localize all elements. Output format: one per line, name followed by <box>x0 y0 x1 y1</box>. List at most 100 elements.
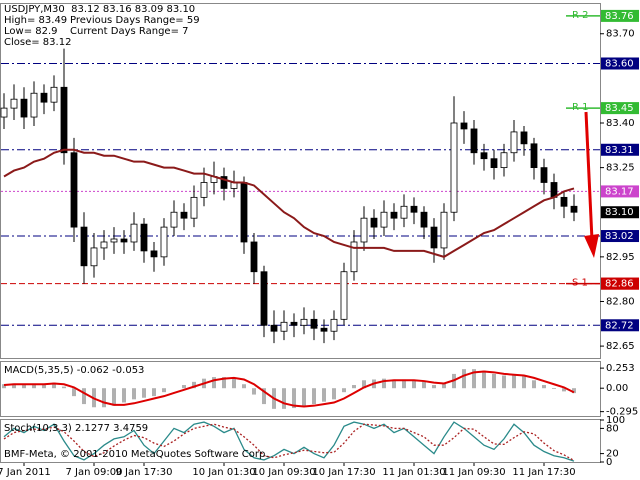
stoch-line <box>3 423 575 462</box>
macd-bar <box>162 388 166 393</box>
macd-bar <box>352 385 356 389</box>
macd-bar <box>572 388 576 394</box>
macd-bar <box>512 374 516 389</box>
macd-panel <box>0 361 601 417</box>
copyright: BMF-Meta, © 2001-2010 MetaQuotes Softwar… <box>4 449 269 460</box>
info-line: Close= 83.12 <box>4 37 71 48</box>
y-tick-label: 83.40 <box>606 118 635 129</box>
y-tick-label: 82.80 <box>606 296 635 307</box>
macd-bar <box>232 377 236 389</box>
x-tick-label: 10 Jan 09:30 <box>252 467 315 478</box>
macd-bar <box>482 370 486 389</box>
price-box-label: 83.02 <box>605 231 634 242</box>
macd-bar <box>132 388 136 400</box>
candle-body <box>310 318 318 329</box>
candle-body <box>410 205 418 213</box>
candle-body <box>380 211 388 228</box>
candle-body <box>90 247 98 267</box>
candle-body <box>420 211 428 228</box>
macd-bar <box>192 381 196 389</box>
price-box-label: 83.10 <box>605 207 634 218</box>
macd-bar <box>522 376 526 389</box>
candle-body <box>430 226 438 249</box>
price-box-bg <box>601 102 639 115</box>
macd-bar <box>322 388 326 402</box>
x-tick-label: 11 Jan 01:30 <box>382 467 445 478</box>
candle-body <box>30 92 38 118</box>
arrow-head <box>584 234 599 258</box>
macd-bar <box>432 385 436 389</box>
price-box-label: 83.76 <box>605 11 634 22</box>
info-line: High= 83.49 <box>4 15 67 26</box>
candle-body <box>490 158 498 169</box>
pivot-name: R 2 <box>572 10 589 21</box>
price-box-bg <box>601 277 639 290</box>
candle-body <box>290 321 298 326</box>
x-tick-label: 9 Jan 17:30 <box>116 467 173 478</box>
macd-bar <box>52 382 56 389</box>
stoch-panel <box>0 419 601 463</box>
candle-body <box>560 196 568 207</box>
y-tick-label: 0.00 <box>606 383 628 394</box>
macd-bar <box>82 388 86 405</box>
x-tick-label: 10 Jan 17:30 <box>312 467 375 478</box>
macd-bar <box>62 386 66 389</box>
candle-body <box>60 86 68 154</box>
arrow <box>584 111 594 241</box>
candle-body <box>120 238 128 243</box>
y-tick-label: 20 <box>606 449 619 460</box>
x-tick-label: 11 Jan 17:30 <box>512 467 575 478</box>
candle-body <box>130 223 138 243</box>
price-box-bg <box>601 319 639 332</box>
candle-body <box>440 211 448 249</box>
candle-body <box>160 226 168 258</box>
info-line: Current Days Range= 7 <box>70 26 189 37</box>
y-tick-label: 82.95 <box>606 252 635 263</box>
candle-body <box>300 318 308 326</box>
price-box-bg <box>601 143 639 156</box>
price-box-bg <box>601 206 639 219</box>
price-box-label: 83.17 <box>605 186 634 197</box>
macd-bar <box>402 379 406 389</box>
macd-bar <box>492 373 496 389</box>
macd-bar <box>242 384 246 389</box>
panel-title: MACD(5,35,5) -0.062 -0.053 <box>4 365 144 376</box>
macd-bar <box>552 388 556 389</box>
price-box: 82.72 <box>601 319 639 332</box>
candle-body <box>10 98 18 109</box>
price-box: 83.45 <box>601 102 639 115</box>
candle-body <box>460 122 468 130</box>
candle-body <box>510 131 518 154</box>
candle-body <box>500 152 508 169</box>
macd-bar <box>42 384 46 389</box>
panel-title: Stoch(10,3,3) 2.1277 3.4759 <box>4 423 148 434</box>
macd-bar <box>102 388 106 408</box>
price-box-bg <box>601 230 639 243</box>
macd-bar <box>122 388 126 403</box>
y-tick-label: 83.70 <box>606 29 635 40</box>
macd-bar <box>562 388 566 392</box>
stoch-line <box>3 421 575 462</box>
macd-bar <box>12 383 16 389</box>
x-tick-label: 11 Jan 09:30 <box>442 467 505 478</box>
candle-body <box>530 143 538 169</box>
candle-body <box>280 321 288 332</box>
candle-body <box>240 182 248 243</box>
x-tick-label: 7 Jan 09:00 <box>66 467 123 478</box>
candle-body <box>480 152 488 160</box>
candle-body <box>370 217 378 228</box>
y-tick-label: 0.253 <box>606 363 635 374</box>
price-box-label: 83.45 <box>605 103 634 114</box>
macd-bar <box>342 388 346 393</box>
candle-body <box>20 98 28 118</box>
candle-body <box>150 250 158 258</box>
macd-bar <box>332 388 336 400</box>
price-box-bg <box>601 9 639 22</box>
y-tick-label: 100 <box>606 415 625 426</box>
candle-body <box>200 182 208 198</box>
y-tick-label: -0.295 <box>606 407 638 418</box>
candle-body <box>520 131 528 145</box>
macd-bar <box>472 369 476 389</box>
macd-bar <box>442 383 446 389</box>
